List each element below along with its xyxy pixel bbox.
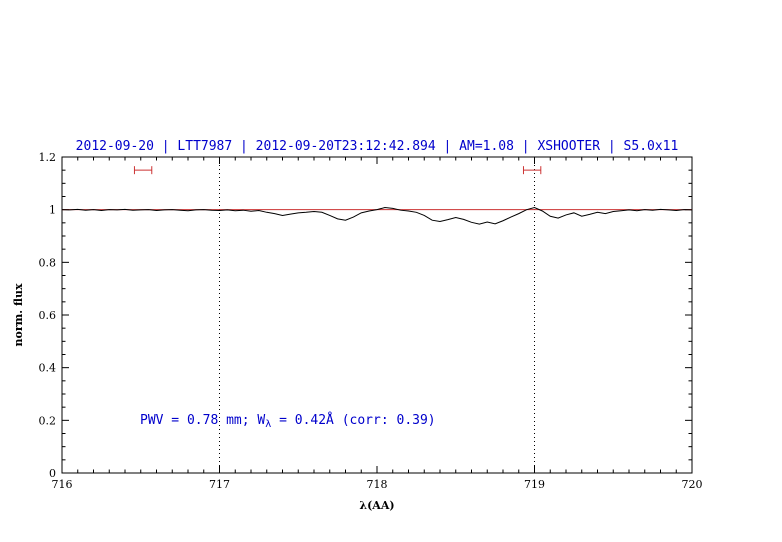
data-layer	[61, 157, 693, 473]
x-axis-label: λ(AA)	[359, 499, 394, 512]
range-marker	[133, 166, 153, 175]
range-marker	[522, 166, 542, 175]
plot-title: 2012-09-20 | LTT7987 | 2012-09-20T23:12:…	[76, 139, 679, 154]
y-tick-label: 0.4	[39, 362, 57, 375]
spectrum-line	[61, 207, 693, 225]
axes-layer: 716 717 718 719 720 0 0.2 0.4 0.6 0.8 1 1.2	[39, 151, 703, 491]
y-axis-label: norm. flux	[12, 283, 25, 346]
pwv-annotation: PWV = 0.78 mm; Wλ = 0.42Å (corr: 0.39)	[140, 412, 436, 430]
x-tick-label: 719	[524, 478, 545, 491]
y-tick-label: 0.8	[39, 256, 57, 269]
lambda-subscript: λ	[265, 419, 271, 430]
pwv-annotation-post: = 0.42Å (corr: 0.39)	[271, 412, 435, 428]
y-tick-label: 0.2	[39, 414, 57, 427]
x-tick-label: 717	[209, 478, 230, 491]
y-tick-label: 1	[49, 204, 56, 217]
x-tick-label: 718	[367, 478, 388, 491]
x-tick-label: 716	[52, 478, 73, 491]
y-tick-label: 0	[49, 467, 56, 480]
x-tick-label: 720	[682, 478, 703, 491]
y-tick-label: 0.6	[39, 309, 57, 322]
y-tick-label: 1.2	[39, 151, 57, 164]
pwv-annotation-pre: PWV = 0.78 mm; W	[140, 413, 265, 428]
